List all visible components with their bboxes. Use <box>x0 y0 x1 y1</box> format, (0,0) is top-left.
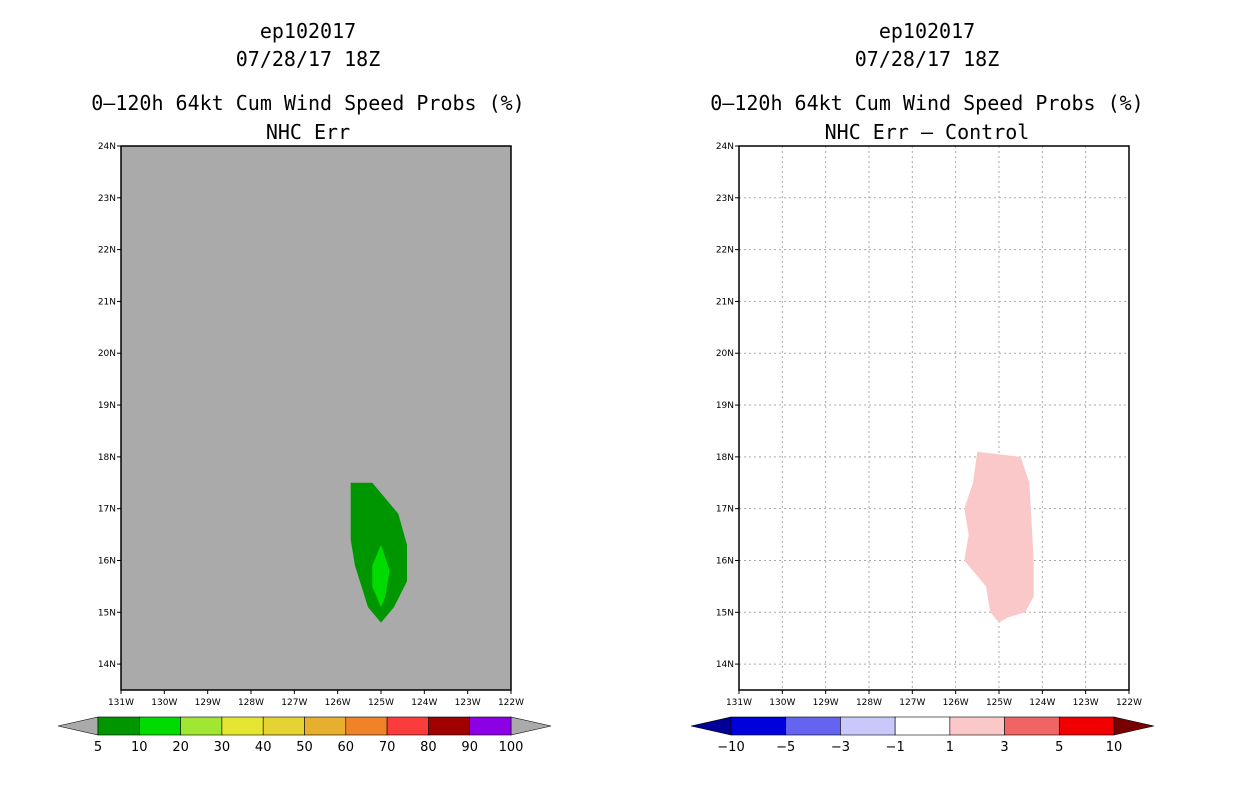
left-legend-label: 60 <box>338 740 355 755</box>
left-x-tick-label: 128W <box>238 698 264 708</box>
right-legend-high-arrow <box>1113 716 1155 736</box>
left-y-tick-label: 24N <box>98 142 116 152</box>
left-y-tick-label: 19N <box>98 401 116 411</box>
left-y-tick-label: 15N <box>98 608 116 618</box>
right-x-tick-label: 131W <box>726 698 752 708</box>
left-legend-swatch <box>97 716 140 736</box>
right-legend-swatch <box>785 716 841 736</box>
left-y-tick-label: 23N <box>98 194 116 204</box>
right-y-tick-label: 21N <box>716 297 734 307</box>
right-x-tick-label: 125W <box>986 698 1012 708</box>
left-y-tick-label: 22N <box>98 246 116 256</box>
left-legend-label: 20 <box>172 740 189 755</box>
right-legend-label: 5 <box>1055 740 1063 755</box>
right-plot-frame <box>738 145 1130 691</box>
right-plot-area <box>739 146 1129 690</box>
left-chart-title: 0–120h 64kt Cum Wind Speed Probs (%) <box>91 91 525 115</box>
right-x-tick-label: 127W <box>899 698 925 708</box>
right-y-tick-label: 24N <box>716 142 734 152</box>
left-legend-label: 90 <box>461 740 478 755</box>
left-y-tick-label: 14N <box>98 660 116 670</box>
right-x-tick-label: 130W <box>769 698 795 708</box>
left-legend-swatch <box>180 716 223 736</box>
left-legend-label: 100 <box>499 740 524 755</box>
left-x-tick-label: 130W <box>151 698 177 708</box>
right-x-tick-label: 128W <box>856 698 882 708</box>
right-legend-swatch <box>1058 716 1115 736</box>
left-legend-label: 40 <box>255 740 272 755</box>
right-legend-label: −10 <box>717 740 744 755</box>
right-legend-label: −5 <box>776 740 795 755</box>
left-x-tick-label: 125W <box>368 698 394 708</box>
right-contour-1-3 <box>964 451 1034 623</box>
right-y-tick-label: 19N <box>716 401 734 411</box>
left-x-tick-label: 122W <box>498 698 524 708</box>
left-x-tick-label: 123W <box>455 698 481 708</box>
left-x-tick-label: 124W <box>411 698 437 708</box>
left-x-tick-label: 127W <box>281 698 307 708</box>
right-legend-label: 3 <box>1000 740 1008 755</box>
left-legend-low-arrow <box>57 716 99 736</box>
right-y-tick-label: 16N <box>716 556 734 566</box>
right-y-tick-label: 18N <box>716 453 734 463</box>
left-legend-label: 80 <box>420 740 437 755</box>
left-y-tick-label: 16N <box>98 556 116 566</box>
left-plot-area <box>121 146 511 690</box>
left-plot-frame <box>120 145 512 691</box>
left-legend-swatch <box>221 716 264 736</box>
left-legend-label: 5 <box>94 740 102 755</box>
left-chart-subtitle: NHC Err <box>265 120 351 144</box>
left-y-tick-label: 17N <box>98 505 116 515</box>
left-legend-label: 50 <box>296 740 313 755</box>
right-x-tick-label: 126W <box>943 698 969 708</box>
left-legend-swatch <box>139 716 181 736</box>
right-legend-swatch <box>949 716 1005 736</box>
right-storm-id: ep102017 <box>878 19 976 43</box>
right-chart-subtitle: NHC Err – Control <box>824 120 1030 144</box>
left-contour-10-20 <box>372 544 390 608</box>
left-legend-high-arrow <box>510 716 552 736</box>
right-legend-swatch <box>730 716 787 736</box>
right-y-tick-label: 23N <box>716 194 734 204</box>
right-y-tick-label: 14N <box>716 660 734 670</box>
right-valid-time: 07/28/17 18Z <box>854 47 1000 71</box>
left-legend-swatch <box>345 716 388 736</box>
right-legend-swatch <box>1004 716 1060 736</box>
left-storm-id: ep102017 <box>259 19 357 43</box>
left-legend-label: 30 <box>214 740 231 755</box>
right-legend-swatch <box>894 716 951 736</box>
left-y-tick-label: 20N <box>98 349 116 359</box>
right-y-tick-label: 17N <box>716 505 734 515</box>
left-valid-time: 07/28/17 18Z <box>235 47 381 71</box>
right-x-tick-label: 122W <box>1116 698 1142 708</box>
left-y-tick-label: 21N <box>98 297 116 307</box>
left-x-tick-label: 126W <box>325 698 351 708</box>
right-legend-label: 1 <box>946 740 954 755</box>
right-chart-title: 0–120h 64kt Cum Wind Speed Probs (%) <box>710 91 1144 115</box>
left-legend-swatch <box>428 716 470 736</box>
left-legend-swatch <box>304 716 347 736</box>
left-legend-swatch <box>386 716 429 736</box>
right-legend-label: −3 <box>831 740 850 755</box>
left-y-tick-label: 18N <box>98 453 116 463</box>
left-legend-swatch <box>469 716 512 736</box>
right-x-tick-label: 124W <box>1029 698 1055 708</box>
right-x-tick-label: 123W <box>1073 698 1099 708</box>
left-legend-label: 10 <box>131 740 148 755</box>
left-x-tick-label: 129W <box>195 698 221 708</box>
left-x-tick-label: 131W <box>108 698 134 708</box>
left-legend-swatch <box>262 716 305 736</box>
right-legend-swatch <box>840 716 896 736</box>
right-y-tick-label: 20N <box>716 349 734 359</box>
right-legend-low-arrow <box>690 716 732 736</box>
right-y-tick-label: 15N <box>716 608 734 618</box>
right-legend-label: −1 <box>886 740 905 755</box>
right-legend-label: 10 <box>1106 740 1123 755</box>
right-x-tick-label: 129W <box>813 698 839 708</box>
right-y-tick-label: 22N <box>716 246 734 256</box>
left-legend-label: 70 <box>379 740 396 755</box>
